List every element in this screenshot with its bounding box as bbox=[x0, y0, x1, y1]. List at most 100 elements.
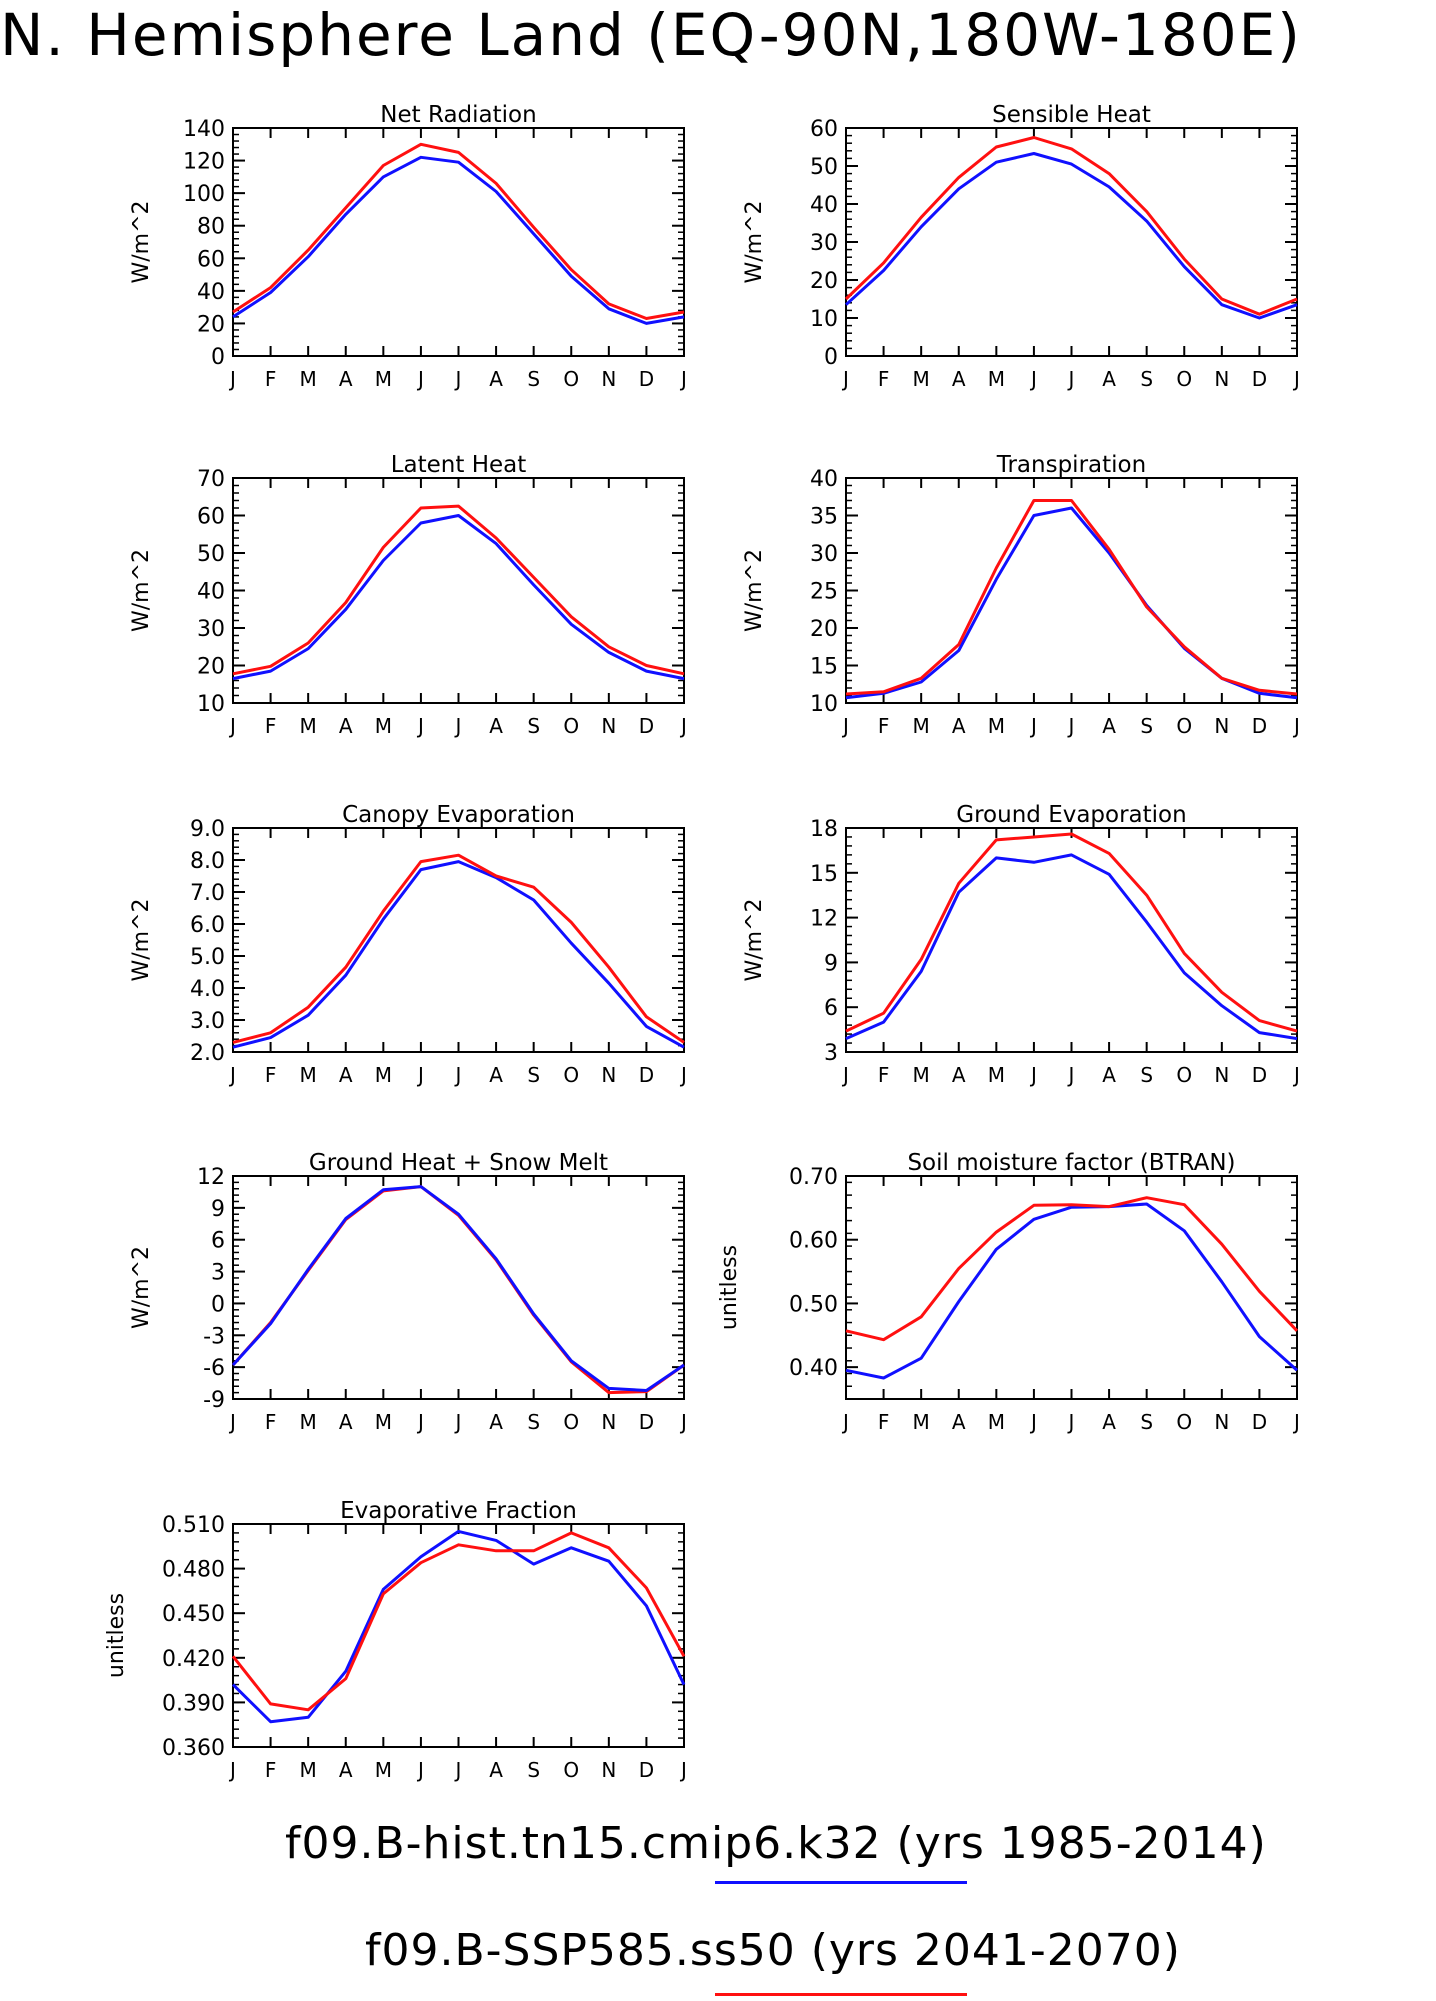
x-tick-label-evaporative-fraction: J bbox=[228, 1758, 236, 1782]
y-tick-label-canopy-evaporation: 8.0 bbox=[190, 849, 225, 874]
y-tick-label-net-radiation: 20 bbox=[197, 312, 225, 337]
x-tick-label-ground-heat-snow-melt: J bbox=[228, 1410, 236, 1434]
y-tick-label-sensible-heat: 40 bbox=[810, 193, 838, 218]
x-tick-label-canopy-evaporation: A bbox=[339, 1063, 353, 1087]
chart-title-canopy-evaporation: Canopy Evaporation bbox=[342, 802, 575, 828]
x-tick-label-latent-heat: S bbox=[527, 714, 540, 738]
series-line-evaporative-fraction-red bbox=[231, 1531, 686, 1712]
series-line-ground-evaporation-blue bbox=[845, 853, 1298, 1041]
plot-frame-soil-moisture-factor-btran bbox=[845, 1175, 1298, 1400]
y-tick-label-net-radiation: 60 bbox=[197, 247, 225, 272]
y-tick-label-transpiration: 40 bbox=[810, 467, 838, 492]
y-tick-label-canopy-evaporation: 4.0 bbox=[190, 977, 225, 1002]
y-tick-label-ground-evaporation: 6 bbox=[824, 996, 838, 1021]
x-tick-label-soil-moisture-factor-btran: J bbox=[1067, 1410, 1075, 1434]
y-axis-label-ground-evaporation: W/m^2 bbox=[742, 898, 767, 981]
x-tick-label-latent-heat: J bbox=[679, 714, 687, 738]
x-tick-label-sensible-heat: S bbox=[1140, 367, 1153, 391]
x-tick-label-ground-heat-snow-melt: M bbox=[300, 1410, 317, 1434]
x-tick-label-ground-evaporation: J bbox=[1067, 1063, 1075, 1087]
series-line-soil-moisture-factor-btran-blue bbox=[845, 1202, 1299, 1380]
y-tick-label-soil-moisture-factor-btran: 0.60 bbox=[789, 1229, 838, 1254]
chart-title-ground-evaporation: Ground Evaporation bbox=[956, 802, 1186, 828]
x-tick-label-transpiration: J bbox=[841, 714, 849, 738]
y-axis-label-transpiration: W/m^2 bbox=[742, 549, 767, 632]
x-tick-label-transpiration: A bbox=[1102, 714, 1116, 738]
series-line-ground-heat-snow-melt-blue bbox=[231, 1185, 685, 1392]
y-tick-label-canopy-evaporation: 2.0 bbox=[190, 1041, 225, 1066]
x-tick-label-sensible-heat: F bbox=[878, 367, 890, 391]
y-tick-label-ground-heat-snow-melt: 3 bbox=[211, 1261, 225, 1286]
y-tick-label-soil-moisture-factor-btran: 0.70 bbox=[789, 1165, 838, 1190]
x-tick-label-soil-moisture-factor-btran: J bbox=[1029, 1410, 1037, 1434]
legend-swatch-ssp585 bbox=[715, 1993, 967, 1996]
y-tick-label-latent-heat: 20 bbox=[197, 655, 225, 680]
x-tick-label-ground-evaporation: M bbox=[913, 1063, 930, 1087]
y-tick-label-latent-heat: 50 bbox=[197, 542, 225, 567]
y-tick-label-ground-evaporation: 18 bbox=[810, 817, 838, 842]
x-tick-label-sensible-heat: M bbox=[988, 367, 1005, 391]
x-tick-label-latent-heat: N bbox=[601, 714, 616, 738]
x-tick-label-sensible-heat: J bbox=[1292, 367, 1300, 391]
series-line-net-radiation-red bbox=[232, 142, 685, 320]
x-tick-label-ground-evaporation: N bbox=[1214, 1063, 1229, 1087]
x-tick-label-evaporative-fraction: J bbox=[454, 1758, 462, 1782]
series-line-ground-evaporation-red bbox=[845, 832, 1298, 1033]
x-tick-label-transpiration: J bbox=[1292, 714, 1300, 738]
x-tick-label-evaporative-fraction: M bbox=[300, 1758, 317, 1782]
x-tick-label-net-radiation: M bbox=[300, 367, 317, 391]
x-tick-label-sensible-heat: O bbox=[1176, 367, 1192, 391]
y-tick-label-sensible-heat: 50 bbox=[810, 155, 838, 180]
plot-frame-sensible-heat bbox=[845, 127, 1298, 357]
x-tick-label-ground-heat-snow-melt: J bbox=[454, 1410, 462, 1434]
series-line-soil-moisture-factor-btran-red bbox=[845, 1196, 1299, 1342]
x-tick-label-latent-heat: M bbox=[375, 714, 392, 738]
series-line-transpiration-blue bbox=[845, 506, 1298, 700]
x-tick-label-transpiration: M bbox=[913, 714, 930, 738]
y-axis-label-canopy-evaporation: W/m^2 bbox=[129, 898, 154, 981]
x-tick-label-ground-heat-snow-melt: A bbox=[489, 1410, 503, 1434]
x-tick-label-ground-heat-snow-melt: J bbox=[416, 1410, 424, 1434]
series-line-sensible-heat-blue bbox=[844, 152, 1298, 320]
x-tick-label-soil-moisture-factor-btran: F bbox=[878, 1410, 890, 1434]
y-tick-label-ground-heat-snow-melt: 6 bbox=[211, 1229, 225, 1254]
x-tick-label-canopy-evaporation: M bbox=[300, 1063, 317, 1087]
x-tick-label-net-radiation: A bbox=[489, 367, 503, 391]
x-tick-label-ground-evaporation: J bbox=[1029, 1063, 1037, 1087]
chart-title-net-radiation: Net Radiation bbox=[380, 102, 536, 128]
y-tick-label-transpiration: 20 bbox=[810, 617, 838, 642]
y-axis-label-sensible-heat: W/m^2 bbox=[742, 200, 767, 283]
x-tick-label-soil-moisture-factor-btran: D bbox=[1252, 1410, 1267, 1434]
x-tick-label-ground-heat-snow-melt: S bbox=[527, 1410, 540, 1434]
plot-frame-ground-evaporation bbox=[845, 827, 1298, 1053]
x-tick-label-ground-heat-snow-melt: O bbox=[563, 1410, 579, 1434]
x-tick-label-net-radiation: O bbox=[563, 367, 579, 391]
legend-swatch-hist bbox=[715, 1881, 967, 1884]
x-tick-label-canopy-evaporation: J bbox=[416, 1063, 424, 1087]
x-tick-label-ground-heat-snow-melt: A bbox=[339, 1410, 353, 1434]
x-tick-label-sensible-heat: A bbox=[1102, 367, 1116, 391]
x-tick-label-canopy-evaporation: A bbox=[489, 1063, 503, 1087]
plot-frame-ground-heat-snow-melt bbox=[232, 1175, 685, 1400]
x-tick-label-evaporative-fraction: S bbox=[527, 1758, 540, 1782]
y-tick-label-net-radiation: 40 bbox=[197, 280, 225, 305]
x-tick-label-ground-evaporation: A bbox=[1102, 1063, 1116, 1087]
x-tick-label-sensible-heat: J bbox=[1067, 367, 1075, 391]
x-tick-label-net-radiation: N bbox=[601, 367, 616, 391]
y-axis-label-evaporative-fraction: unitless bbox=[104, 1593, 129, 1678]
x-tick-label-latent-heat: F bbox=[265, 714, 277, 738]
x-tick-label-soil-moisture-factor-btran: S bbox=[1140, 1410, 1153, 1434]
x-tick-label-latent-heat: D bbox=[639, 714, 654, 738]
x-tick-label-sensible-heat: J bbox=[841, 367, 849, 391]
x-tick-label-evaporative-fraction: J bbox=[679, 1758, 687, 1782]
y-tick-label-evaporative-fraction: 0.360 bbox=[162, 1736, 225, 1761]
x-tick-label-transpiration: M bbox=[988, 714, 1005, 738]
y-axis-label-soil-moisture-factor-btran: unitless bbox=[717, 1245, 742, 1330]
x-tick-label-canopy-evaporation: O bbox=[563, 1063, 579, 1087]
y-tick-label-canopy-evaporation: 5.0 bbox=[190, 945, 225, 970]
x-tick-label-ground-heat-snow-melt: D bbox=[639, 1410, 654, 1434]
x-tick-label-soil-moisture-factor-btran: A bbox=[1102, 1410, 1116, 1434]
x-tick-label-transpiration: J bbox=[1029, 714, 1037, 738]
series-line-canopy-evaporation-red bbox=[232, 853, 685, 1044]
y-tick-label-ground-heat-snow-melt: -6 bbox=[203, 1356, 225, 1381]
